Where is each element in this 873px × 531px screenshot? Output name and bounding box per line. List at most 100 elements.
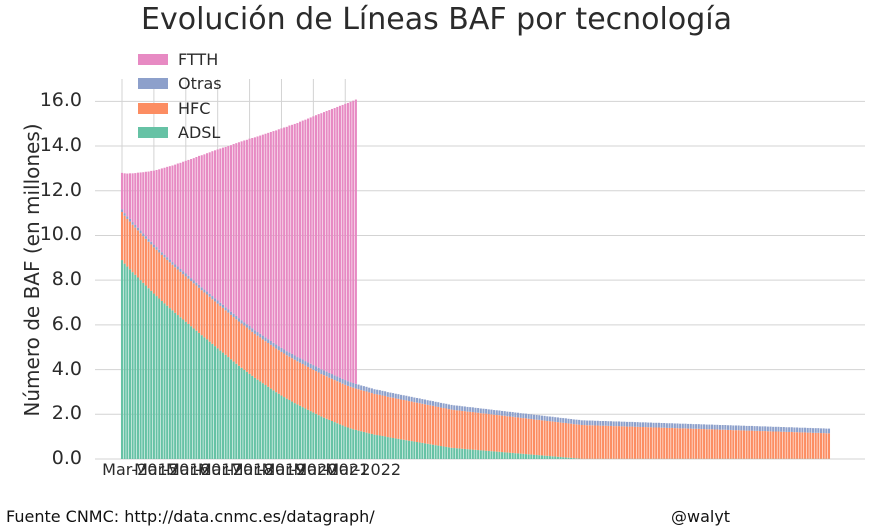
bar-hfc — [142, 236, 145, 283]
bar-adsl — [346, 427, 349, 459]
bar-ftth — [325, 110, 328, 372]
bar-otras — [144, 236, 147, 239]
bar-hfc — [325, 376, 328, 419]
bar-otras — [120, 209, 124, 212]
bar-hfc — [665, 427, 668, 459]
bar-otras — [176, 266, 179, 270]
bar-hfc — [559, 422, 562, 457]
bar-otras — [354, 383, 357, 389]
bar-hfc — [136, 230, 139, 278]
bar-hfc — [163, 257, 166, 304]
bar-otras — [179, 269, 182, 272]
bar-ftth — [256, 136, 259, 333]
bar-adsl — [312, 412, 315, 459]
bar-hfc — [726, 429, 730, 459]
bar-otras — [790, 427, 793, 432]
bar-hfc — [782, 431, 785, 459]
bar-otras — [267, 339, 270, 343]
bar-ftth — [261, 134, 264, 336]
bar-ftth — [142, 172, 145, 234]
bar-ftth — [269, 131, 272, 341]
bar-adsl — [434, 445, 437, 459]
bar-ftth — [152, 170, 155, 245]
bar-otras — [423, 399, 427, 405]
bar-otras — [607, 421, 610, 426]
bar-adsl — [152, 293, 155, 459]
bar-hfc — [386, 396, 389, 438]
bar-adsl — [514, 453, 517, 459]
credit-footer: @walyt — [671, 507, 731, 526]
bar-otras — [620, 421, 623, 427]
bar-adsl — [253, 377, 256, 459]
bar-otras — [187, 275, 190, 279]
bar-hfc — [503, 415, 506, 453]
bar-hfc — [673, 428, 676, 459]
bar-otras — [806, 427, 809, 433]
bar-hfc — [718, 429, 722, 459]
bar-otras — [756, 426, 759, 431]
bar-adsl — [256, 379, 259, 459]
bar-hfc — [434, 406, 437, 446]
bar-hfc — [349, 386, 352, 429]
bar-adsl — [386, 437, 389, 459]
bar-hfc — [602, 425, 605, 459]
bar-ftth — [232, 144, 235, 314]
bar-hfc — [346, 385, 349, 428]
bar-adsl — [317, 415, 320, 459]
bar-adsl — [203, 337, 206, 459]
bar-otras — [493, 410, 496, 415]
bar-adsl — [362, 431, 365, 459]
bar-otras — [732, 425, 735, 431]
bar-ftth — [227, 146, 230, 310]
bar-otras — [357, 384, 360, 390]
bar-hfc — [426, 404, 429, 444]
bar-otras — [588, 420, 591, 426]
bar-hfc — [591, 425, 594, 459]
bar-hfc — [408, 401, 411, 441]
bar-otras — [718, 425, 722, 430]
bar-hfc — [227, 312, 230, 358]
bar-otras — [131, 222, 134, 225]
bar-otras — [623, 421, 626, 427]
bar-otras — [556, 417, 559, 423]
bar-otras — [633, 422, 637, 427]
bar-otras — [227, 309, 230, 313]
bar-ftth — [264, 133, 267, 338]
bar-ftth — [208, 152, 211, 294]
bar-hfc — [506, 416, 509, 453]
bar-ftth — [182, 161, 185, 272]
bar-otras — [487, 409, 490, 415]
bar-otras — [745, 425, 748, 431]
bar-adsl — [437, 445, 440, 459]
bar-hfc — [703, 429, 706, 459]
bar-otras — [150, 241, 153, 245]
bar-hfc — [216, 303, 219, 349]
bar-otras — [697, 424, 700, 429]
bar-adsl — [479, 450, 482, 459]
bar-otras — [221, 304, 225, 308]
bar-ftth — [328, 110, 331, 373]
bar-adsl — [333, 422, 336, 459]
bar-otras — [631, 421, 634, 427]
bar-hfc — [365, 391, 368, 433]
bar-otras — [817, 428, 820, 433]
bar-adsl — [389, 437, 392, 459]
bar-hfc — [827, 433, 831, 459]
bar-hfc — [599, 425, 602, 459]
y-tick-label: 14.0 — [39, 134, 82, 157]
bar-hfc — [711, 429, 714, 459]
bar-otras — [163, 254, 166, 258]
bar-hfc — [312, 369, 315, 413]
bar-hfc — [120, 212, 124, 261]
bar-hfc — [636, 426, 639, 459]
bar-adsl — [174, 312, 177, 459]
bar-adsl — [445, 446, 448, 459]
bar-hfc — [466, 411, 469, 450]
bar-hfc — [187, 278, 190, 324]
bar-otras — [362, 386, 365, 391]
bar-adsl — [493, 451, 496, 459]
bar-ftth — [240, 141, 243, 321]
bar-hfc — [283, 353, 286, 398]
bar-adsl — [243, 369, 246, 459]
